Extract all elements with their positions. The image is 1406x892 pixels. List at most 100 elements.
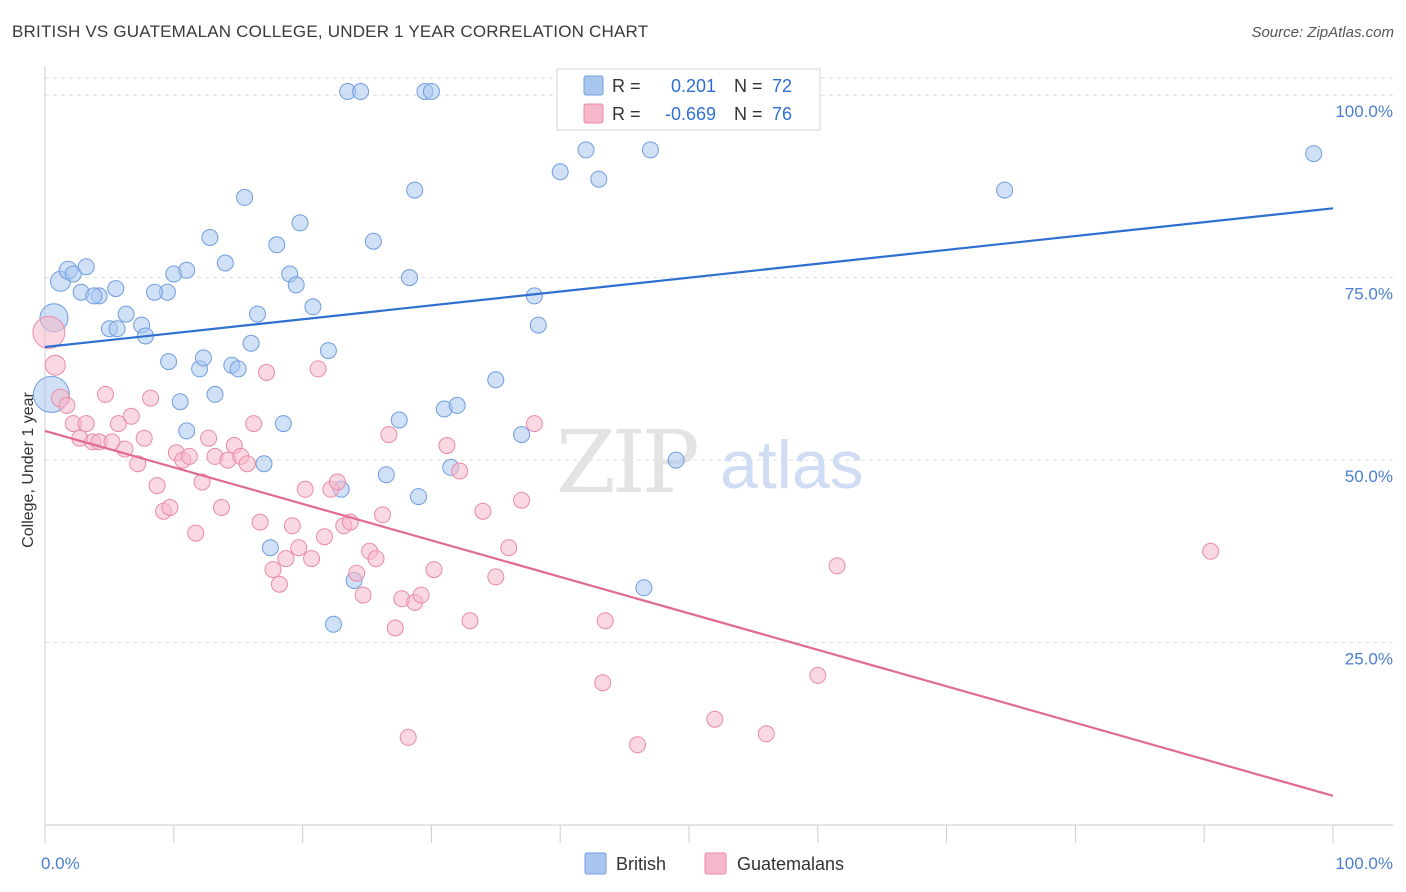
british-point <box>249 305 266 323</box>
british-point <box>85 287 103 305</box>
guatemalan-point <box>193 473 211 491</box>
guatemalan-point <box>180 447 198 465</box>
guatemalan-point <box>487 568 505 586</box>
legend-swatch-british <box>583 75 604 96</box>
guatemalan-point <box>277 550 295 568</box>
guatemalan-point <box>129 455 147 473</box>
british-point <box>117 305 135 323</box>
british-point <box>304 298 322 316</box>
legend-r-value: 0.201 <box>671 76 716 96</box>
guatemalan-point <box>809 666 827 684</box>
guatemalan-point <box>270 575 288 593</box>
guatemalan-point <box>328 473 346 491</box>
british-point <box>108 320 126 338</box>
legend-n-label: N = <box>734 76 763 96</box>
british-point <box>401 269 418 287</box>
guatemalan-point <box>386 619 404 637</box>
british-point <box>236 188 254 206</box>
source-label: Source: ZipAtlas.com <box>1251 24 1394 41</box>
guatemalan-point <box>461 612 479 630</box>
guatemalan-point <box>828 557 846 575</box>
british-point <box>406 181 424 199</box>
british-point <box>410 488 427 506</box>
british-point <box>201 229 219 246</box>
guatemalan-point <box>399 728 417 746</box>
guatemalan-point <box>513 491 531 509</box>
guatemalan-point <box>290 539 308 557</box>
legend-n-value: 72 <box>772 76 792 96</box>
chart-title: BRITISH VS GUATEMALAN COLLEGE, UNDER 1 Y… <box>12 22 649 41</box>
guatemalan-point <box>97 385 114 403</box>
bottom-legend-swatch-british <box>584 852 607 875</box>
british-point <box>160 353 178 371</box>
british-point <box>577 141 595 159</box>
x-tick-label: 100.0% <box>1335 854 1393 873</box>
guatemalan-point <box>142 389 160 407</box>
british-point <box>513 426 531 444</box>
guatemalan-point <box>425 561 443 579</box>
guatemalan-point <box>148 477 166 495</box>
guatemalan-point <box>32 315 66 349</box>
british-point <box>551 163 569 181</box>
british-point <box>352 83 370 100</box>
british-point <box>590 170 608 188</box>
british-point <box>206 385 224 403</box>
british-point <box>242 334 260 352</box>
guatemalan-point <box>187 524 205 542</box>
guatemalan-point <box>44 354 66 376</box>
guatemalan-point <box>594 674 612 692</box>
guatemalan-point <box>264 561 282 579</box>
british-point <box>274 415 292 433</box>
british-point <box>667 451 685 469</box>
guatemalan-point <box>348 564 366 582</box>
guatemalan-point <box>474 502 492 520</box>
guatemalan-point <box>213 499 230 516</box>
british-point <box>261 539 279 557</box>
guatemalan-point <box>122 407 140 425</box>
guatemalan-trend-line <box>44 429 1334 797</box>
watermark: ZIP atlas <box>556 413 864 513</box>
british-point <box>229 360 247 378</box>
british-trend-line <box>44 207 1334 349</box>
guatemalan-point <box>354 586 372 604</box>
guatemalan-point <box>316 528 333 546</box>
guatemalan-point <box>258 364 275 381</box>
legend-box: R = 0.201 N = 72 R = -0.669 N = 76 <box>556 68 821 131</box>
british-point <box>291 214 309 232</box>
bottom-legend-british: British <box>616 854 666 874</box>
points-layer <box>32 83 1323 754</box>
guatemalan-point <box>525 415 543 433</box>
british-point <box>107 280 125 298</box>
legend-n-value: 76 <box>772 104 792 124</box>
guatemalan-point <box>135 429 153 447</box>
guatemalan-point <box>161 499 179 516</box>
legend-r-label: R = <box>612 104 641 124</box>
british-point <box>635 579 653 597</box>
y-tick-label: 100.0% <box>1335 102 1393 121</box>
british-point <box>1305 145 1323 163</box>
british-point <box>146 283 163 301</box>
british-point <box>64 265 82 283</box>
guatemalan-point <box>629 736 646 754</box>
bottom-legend-swatch-guatemalans <box>704 852 727 875</box>
british-point <box>390 411 408 429</box>
guatemalan-point <box>200 429 218 447</box>
grid-layer <box>45 77 1393 644</box>
watermark-atlas: atlas <box>720 427 864 503</box>
british-point <box>422 83 440 100</box>
guatemalan-point <box>367 550 385 568</box>
british-point <box>216 254 234 272</box>
guatemalan-point <box>374 506 391 524</box>
british-point <box>255 455 273 473</box>
guatemalan-point <box>451 462 469 480</box>
guatemalan-point <box>109 415 127 433</box>
british-point <box>996 181 1014 199</box>
legend-r-value: -0.669 <box>665 104 716 124</box>
guatemalan-point <box>1202 542 1220 560</box>
british-point <box>325 615 342 633</box>
axis-layer: 25.0% 50.0% 75.0% 100.0% 0.0% 100.0% <box>41 66 1393 873</box>
british-point <box>194 349 212 367</box>
guatemalan-point <box>412 586 430 604</box>
british-point <box>287 276 305 294</box>
